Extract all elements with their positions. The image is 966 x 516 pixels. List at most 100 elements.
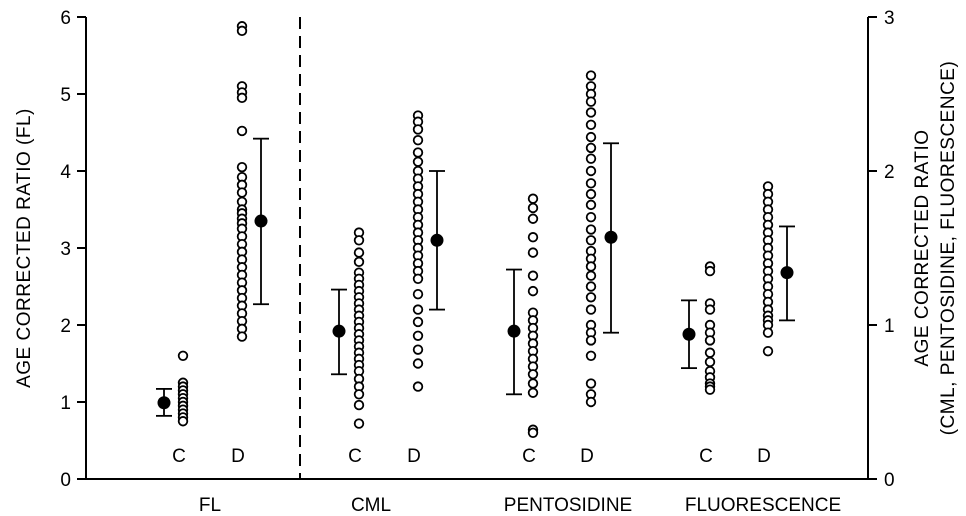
data-point <box>527 193 539 204</box>
data-point <box>585 235 597 246</box>
data-point <box>585 270 597 281</box>
data-point <box>527 378 539 389</box>
data-point <box>704 356 716 368</box>
data-point <box>585 119 597 131</box>
data-point <box>236 125 248 137</box>
data-point <box>704 335 716 346</box>
left-axis-tick-label: 2 <box>60 316 71 337</box>
series-label: C <box>522 446 536 467</box>
right-axis-tick-label: 0 <box>884 470 895 491</box>
data-point <box>353 399 365 411</box>
data-point <box>412 147 424 158</box>
data-point <box>412 304 424 315</box>
data-point <box>527 369 539 380</box>
group-label: FL <box>199 495 221 516</box>
data-point <box>527 202 539 214</box>
data-point <box>527 247 539 258</box>
data-point <box>353 235 365 246</box>
data-point <box>527 387 539 398</box>
right-axis-title-line1: AGE CORRECTED RATIO <box>912 129 933 366</box>
left-axis-tick-label: 5 <box>60 85 71 106</box>
data-point <box>412 316 424 328</box>
data-point <box>236 331 248 342</box>
data-point <box>412 381 424 392</box>
data-point <box>527 427 539 439</box>
data-point <box>412 124 424 135</box>
data-point <box>762 327 774 338</box>
mean-point <box>682 327 696 341</box>
data-point <box>527 213 539 224</box>
data-point <box>585 335 597 346</box>
data-point <box>177 416 189 427</box>
data-point <box>353 418 365 429</box>
mean-point <box>254 214 268 228</box>
data-point <box>585 153 597 164</box>
series-label: D <box>231 446 245 467</box>
right-axis-tick-label: 1 <box>884 316 895 337</box>
data-point <box>585 292 597 303</box>
mean-point <box>507 324 521 338</box>
left-axis-tick-label: 4 <box>60 162 71 183</box>
data-marks <box>156 21 795 439</box>
data-point <box>353 247 365 258</box>
series-label: C <box>348 446 362 467</box>
group-label: PENTOSIDINE <box>504 495 632 516</box>
plot-frame <box>85 17 869 480</box>
right-axis-tick-label: 3 <box>884 8 895 29</box>
series-label: C <box>172 446 186 467</box>
data-point <box>236 92 248 104</box>
data-point <box>412 358 424 369</box>
data-point <box>236 25 248 37</box>
data-point <box>412 289 424 300</box>
data-point <box>585 188 597 200</box>
series-label: D <box>407 446 421 467</box>
left-axis-title: AGE CORRECTED RATIO (FL) <box>14 108 35 388</box>
category-labels: FL C D CML C D PENTOSIDINE C D FLUORESCENCE C D <box>172 446 841 516</box>
data-point <box>412 344 424 355</box>
series-label: D <box>580 446 594 467</box>
data-point <box>236 187 248 198</box>
data-point <box>585 261 597 272</box>
data-point <box>585 211 597 223</box>
mean-point <box>430 233 444 247</box>
group-label: FLUORESCENCE <box>685 495 841 516</box>
series-label: C <box>699 446 713 467</box>
left-axis-tick-label: 0 <box>60 470 71 491</box>
series-label: D <box>757 446 771 467</box>
left-axis-tick-label: 3 <box>60 239 71 260</box>
data-point <box>585 304 597 315</box>
left-axis-tick-label: 1 <box>60 393 71 414</box>
data-point <box>412 156 424 167</box>
data-point <box>527 285 539 297</box>
data-point <box>353 389 365 400</box>
data-point <box>762 345 774 357</box>
data-point <box>585 178 597 189</box>
data-point <box>585 131 597 143</box>
data-point <box>527 270 539 281</box>
data-point <box>585 378 597 389</box>
data-point <box>527 232 539 243</box>
data-point <box>585 199 597 211</box>
data-point <box>704 384 716 395</box>
data-point <box>353 256 365 268</box>
mean-point <box>604 230 618 244</box>
data-point <box>585 107 597 118</box>
mean-point <box>157 396 171 410</box>
data-point <box>585 165 597 177</box>
data-point <box>412 330 424 341</box>
data-point <box>585 350 597 362</box>
mean-point <box>332 324 346 338</box>
right-axis-title-line2: (CML, PENTOSIDINE, FLUORESCENCE) <box>938 61 959 436</box>
data-point <box>177 350 189 362</box>
data-point <box>585 96 597 107</box>
data-point <box>704 304 716 315</box>
data-point <box>585 70 597 81</box>
data-point <box>585 396 597 408</box>
axis-ticks: 0 1 2 3 4 5 6 0 1 2 3 <box>60 8 894 491</box>
right-axis-tick-label: 2 <box>884 162 895 183</box>
data-point <box>412 273 424 285</box>
data-point <box>412 134 424 146</box>
group-label: CML <box>351 495 391 516</box>
